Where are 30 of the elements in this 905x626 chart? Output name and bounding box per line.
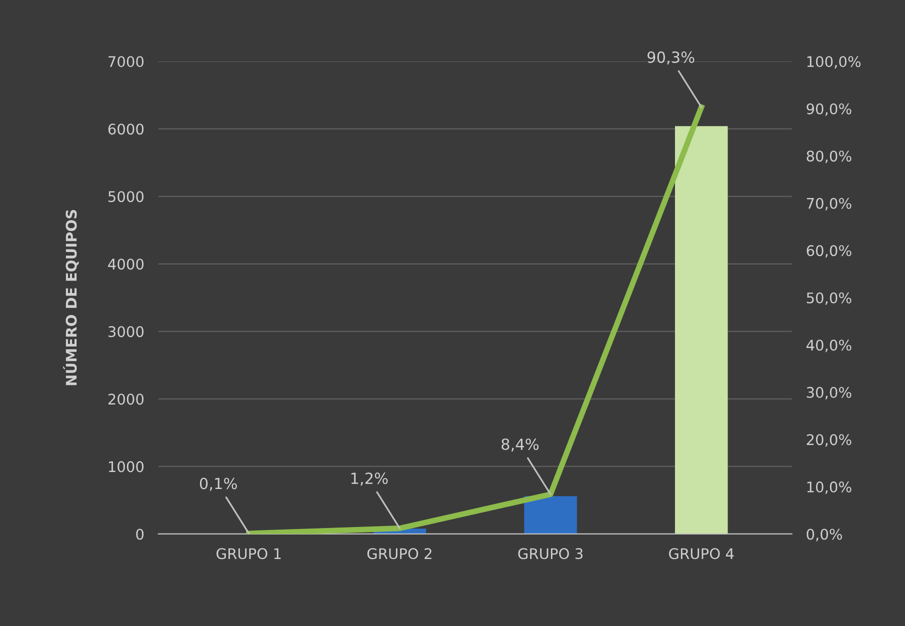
y2-tick-label: 80,0% [806,150,852,164]
y-axis-title: NÚMERO DE EQUIPOS [63,210,79,386]
y2-tick-label: 90,0% [806,103,852,116]
x-tick-label: GRUPO 1 [216,548,281,560]
y-tick-label: 4000 [108,258,144,270]
y2-tick-label: 20,0% [806,434,852,447]
y2-tick-label: 70,0% [806,198,852,210]
bar [524,496,577,534]
y2-tick-label: 10,0% [807,481,852,494]
x-tick-label: GRUPO 3 [518,548,583,560]
y-tick-label: 1000 [108,461,144,472]
y2-tick-label: 50,0% [806,292,852,305]
y2-tick-label: 60,0% [806,245,852,258]
y2-tick-label: 0,0% [806,528,842,542]
x-tick-label: GRUPO 4 [669,548,734,560]
data-label: 90,3% [648,51,694,65]
bar [674,126,728,534]
data-label: 0,1% [200,478,237,491]
y-tick-label: 3000 [108,326,144,338]
data-label: 1,2% [351,472,388,486]
y-tick-label: 0 [136,528,144,540]
y2-tick-label: 100,0% [807,56,861,69]
y-tick-label: 7000 [108,56,144,68]
y2-tick-label: 40,0% [806,340,852,352]
y-tick-label: 6000 [108,124,144,135]
x-tick-label: GRUPO 2 [367,548,432,560]
y-tick-label: 5000 [108,191,144,202]
y2-tick-label: 30,0% [806,386,852,400]
data-label: 8,4% [502,438,539,452]
y-tick-label: 2000 [108,394,144,405]
